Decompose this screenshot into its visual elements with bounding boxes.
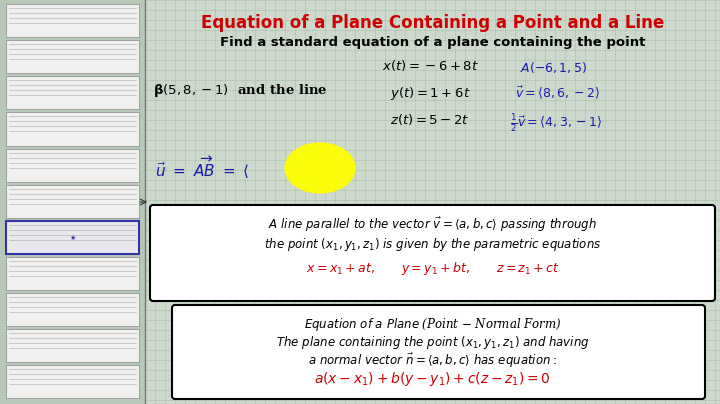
Text: $\vec{u}\ =\ \overrightarrow{AB}\ =\ \langle$: $\vec{u}\ =\ \overrightarrow{AB}\ =\ \la…: [155, 155, 250, 181]
Bar: [6, 257, 139, 290]
Bar: [6, 76, 139, 109]
Bar: [0, 0, 145, 404]
Text: $\mathbf{\beta}(5, 8, -1)$  and the line: $\mathbf{\beta}(5, 8, -1)$ and the line: [153, 82, 328, 99]
Text: $x = x_1 + at,\quad\quad y = y_1 + bt,\quad\quad z = z_1 + ct$: $x = x_1 + at,\quad\quad y = y_1 + bt,\q…: [305, 260, 559, 277]
Bar: [6, 40, 139, 73]
Text: $\it{A\ line\ parallel\ to\ the\ vector}\ \vec{v} = \langle a, b, c\rangle\ \it{: $\it{A\ line\ parallel\ to\ the\ vector}…: [268, 216, 597, 234]
Bar: [6, 149, 139, 182]
Bar: [6, 365, 139, 398]
Text: $y(t) = 1 + 6t$: $y(t) = 1 + 6t$: [390, 85, 470, 102]
Text: $\it{Equation\ of\ a\ Plane}$ (Point $-$ Normal Form): $\it{Equation\ of\ a\ Plane}$ (Point $-$…: [304, 316, 562, 333]
Text: $a(x - x_1) + b(y - y_1) + c(z - z_1) = 0$: $a(x - x_1) + b(y - y_1) + c(z - z_1) = …: [314, 370, 551, 388]
Text: Find a standard equation of a plane containing the point: Find a standard equation of a plane cont…: [220, 36, 645, 49]
Text: $\it{a\ normal\ vector}\ \vec{n} = \langle a, b, c\rangle\ \it{has\ equation:}$: $\it{a\ normal\ vector}\ \vec{n} = \lang…: [308, 352, 557, 370]
Bar: [6, 293, 139, 326]
Bar: [6, 221, 139, 254]
Text: $z(t) = 5 - 2t$: $z(t) = 5 - 2t$: [390, 112, 469, 127]
FancyBboxPatch shape: [150, 205, 715, 301]
Text: Equation of a Plane Containing a Point and a Line: Equation of a Plane Containing a Point a…: [201, 14, 664, 32]
Text: $A(-6, 1, 5)$: $A(-6, 1, 5)$: [520, 60, 587, 75]
Text: $\vec{v} = \langle 8, 6, -2 \rangle$: $\vec{v} = \langle 8, 6, -2 \rangle$: [515, 85, 600, 101]
Text: $\frac{1}{2}\vec{v} = \langle 4, 3, -1 \rangle$: $\frac{1}{2}\vec{v} = \langle 4, 3, -1 \…: [510, 112, 603, 134]
Text: $x(t) = -6 + 8t$: $x(t) = -6 + 8t$: [382, 58, 479, 73]
Bar: [6, 4, 139, 37]
Bar: [6, 185, 139, 218]
Bar: [6, 329, 139, 362]
Bar: [6, 112, 139, 145]
FancyBboxPatch shape: [172, 305, 705, 399]
Text: ★: ★: [69, 236, 76, 241]
Text: $\it{The\ plane\ containing\ the\ point}\ (x_1, y_1, z_1)\ \it{and\ having}$: $\it{The\ plane\ containing\ the\ point}…: [276, 334, 590, 351]
Text: $\it{the\ point}\ (x_1, y_1, z_1)\ \it{is\ given\ by\ the\ parametric\ equations: $\it{the\ point}\ (x_1, y_1, z_1)\ \it{i…: [264, 236, 601, 253]
Ellipse shape: [285, 143, 355, 193]
